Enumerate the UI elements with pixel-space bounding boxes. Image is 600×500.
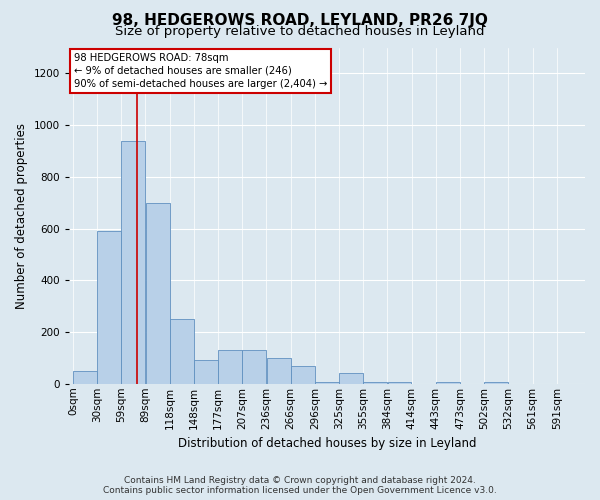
Bar [364,382,387,384]
Text: 98, HEDGEROWS ROAD, LEYLAND, PR26 7JQ: 98, HEDGEROWS ROAD, LEYLAND, PR26 7JQ [112,12,488,28]
Bar [339,374,363,384]
X-axis label: Distribution of detached houses by size in Leyland: Distribution of detached houses by size … [178,437,476,450]
Bar [97,231,121,384]
Bar [291,366,314,384]
Y-axis label: Number of detached properties: Number of detached properties [15,122,28,308]
Text: Size of property relative to detached houses in Leyland: Size of property relative to detached ho… [115,25,485,38]
Bar [266,358,290,384]
Bar [484,382,508,384]
Bar [194,360,218,384]
Bar [436,382,460,384]
Text: Contains HM Land Registry data © Crown copyright and database right 2024.
Contai: Contains HM Land Registry data © Crown c… [103,476,497,495]
Bar [388,382,412,384]
Bar [242,350,266,384]
Bar [170,319,194,384]
Bar [121,140,145,384]
Bar [146,202,170,384]
Text: 98 HEDGEROWS ROAD: 78sqm
← 9% of detached houses are smaller (246)
90% of semi-d: 98 HEDGEROWS ROAD: 78sqm ← 9% of detache… [74,52,328,89]
Bar [218,350,242,384]
Bar [73,371,97,384]
Bar [315,382,339,384]
